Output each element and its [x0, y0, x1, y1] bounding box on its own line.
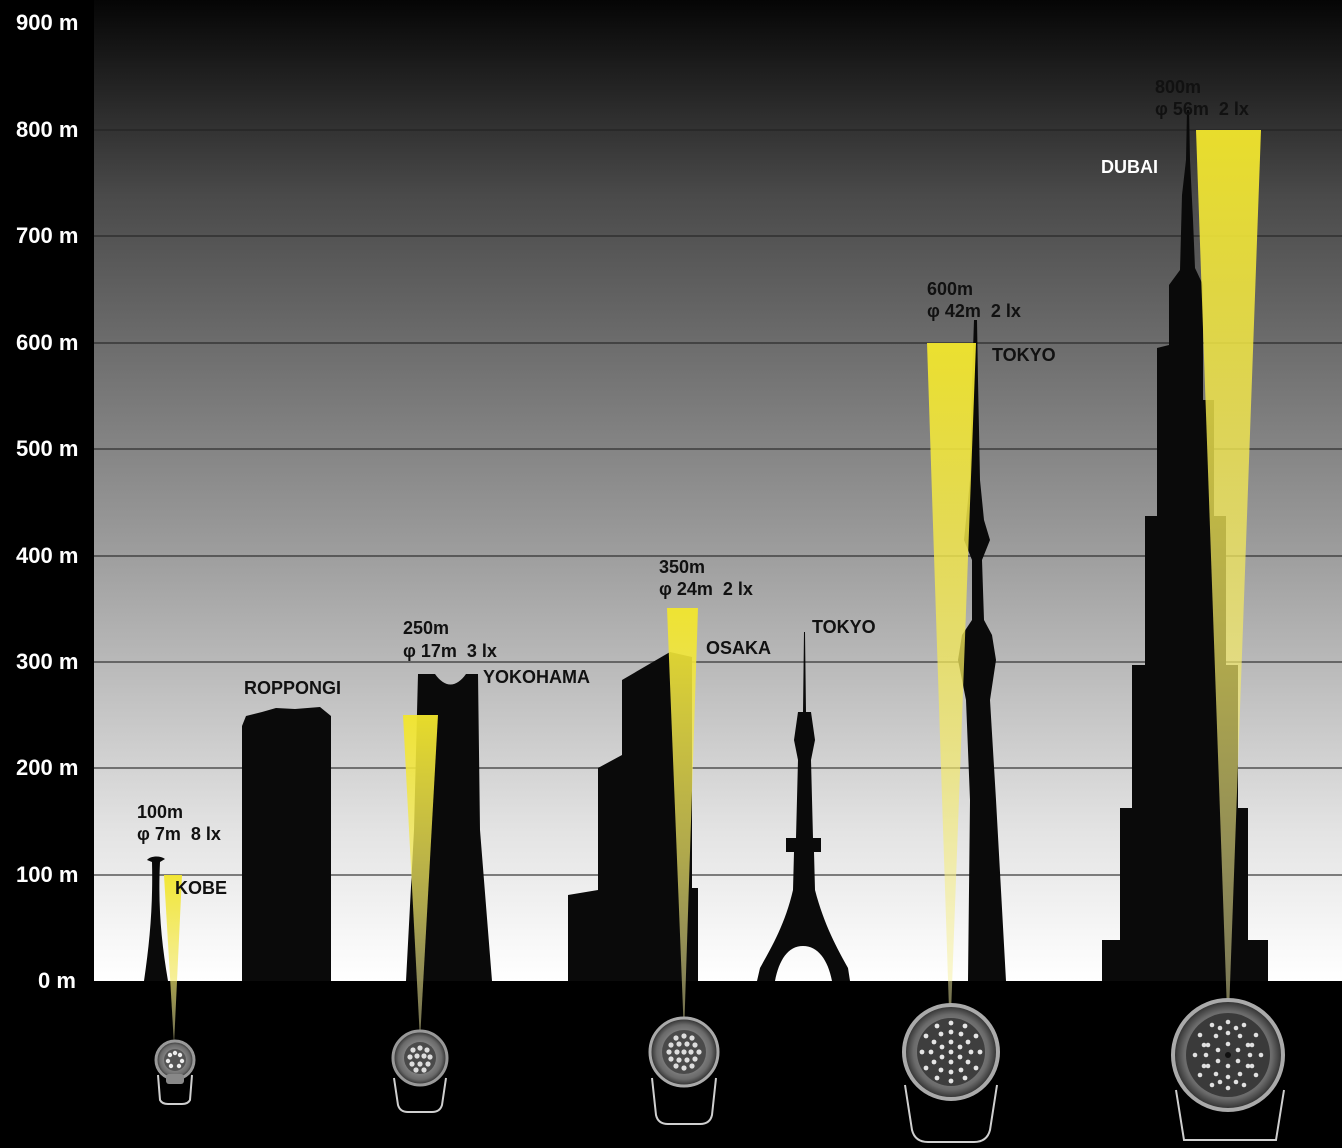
city-labels: KOBE ROPPONGI YOKOHAMA OSAKA TOKYO TOKYO…: [175, 157, 1158, 898]
city-label-yokohama: YOKOHAMA: [483, 667, 590, 687]
y-axis: 900 m 800 m 700 m 600 m 500 m 400 m 300 …: [16, 10, 78, 993]
spec-label-250m: φ 17m 3 lx: [403, 641, 497, 661]
osaka-silhouette: [568, 652, 698, 981]
building-silhouettes: [144, 110, 1268, 981]
beam-800m: [1196, 130, 1261, 1040]
beam-250m: [403, 715, 438, 1040]
reach-label-350m: 350m: [659, 557, 705, 577]
reach-label-600m: 600m: [927, 279, 973, 299]
tick-label-0: 0 m: [38, 968, 76, 993]
light-spec-labels: 100m φ 7m 8 lx 250m φ 17m 3 lx 350m φ 24…: [137, 77, 1249, 844]
light-fixtures: [154, 998, 1285, 1143]
city-label-dubai: DUBAI: [1101, 157, 1158, 177]
spec-label-600m: φ 42m 2 lx: [927, 301, 1021, 321]
tick-label-800: 800 m: [16, 117, 78, 142]
tick-label-500: 500 m: [16, 436, 78, 461]
lamp-350m-icon: [648, 1016, 720, 1125]
light-beams: [164, 130, 1261, 1045]
lamp-600m-icon: [902, 1003, 1000, 1143]
city-label-kobe: KOBE: [175, 878, 227, 898]
reach-label-250m: 250m: [403, 618, 449, 638]
beam-600m: [927, 343, 976, 1040]
spec-label-800m: φ 56m 2 lx: [1155, 99, 1249, 119]
tick-label-200: 200 m: [16, 755, 78, 780]
spec-label-350m: φ 24m 2 lx: [659, 579, 753, 599]
beam-100m: [164, 875, 182, 1045]
city-label-osaka: OSAKA: [706, 638, 771, 658]
city-label-tokyo-tower: TOKYO: [812, 617, 876, 637]
tokyo-tower-silhouette: [757, 632, 850, 981]
city-label-roppongi: ROPPONGI: [244, 678, 341, 698]
tick-label-300: 300 m: [16, 649, 78, 674]
tick-label-700: 700 m: [16, 223, 78, 248]
kobe-tower-silhouette: [144, 856, 168, 981]
city-label-skytree: TOKYO: [992, 345, 1056, 365]
lamp-100m-icon: [154, 1039, 196, 1105]
reach-label-100m: 100m: [137, 802, 183, 822]
tick-label-400: 400 m: [16, 543, 78, 568]
lamp-250m-icon: [391, 1029, 449, 1113]
tick-label-600: 600 m: [16, 330, 78, 355]
tick-label-900: 900 m: [16, 10, 78, 35]
tick-label-100: 100 m: [16, 862, 78, 887]
spec-label-100m: φ 7m 8 lx: [137, 824, 221, 844]
roppongi-silhouette: [242, 707, 331, 981]
reach-label-800m: 800m: [1155, 77, 1201, 97]
lamp-800m-icon: [1171, 998, 1285, 1141]
beam-350m: [667, 608, 698, 1035]
